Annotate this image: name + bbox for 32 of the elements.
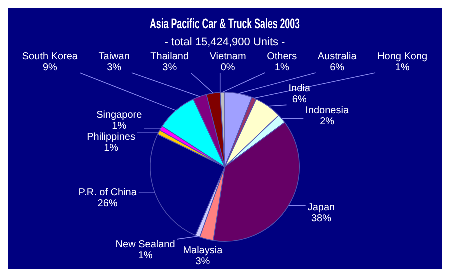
slice-label: Others xyxy=(267,51,298,62)
slice-label: India xyxy=(288,83,311,94)
data-label: 3% xyxy=(107,62,122,74)
slice-label: Malaysia xyxy=(183,245,224,256)
data-label: 1% xyxy=(112,120,127,132)
category-label: Vietnam xyxy=(210,51,246,62)
chart-title: Asia Pacific Car & Truck Sales 2003 xyxy=(150,16,300,32)
data-label: 1% xyxy=(274,62,290,74)
slice-label: Thailand xyxy=(150,51,190,62)
data-label: 3% xyxy=(196,256,210,268)
chart-subtitle: - total 15,424,900 Units - xyxy=(164,36,286,48)
data-label: 1% xyxy=(138,250,153,262)
slice-label: New Sealand xyxy=(116,240,176,251)
data-label: 9% xyxy=(42,62,58,74)
data-label: 2% xyxy=(320,116,335,128)
slice-label: Singapore xyxy=(96,110,143,121)
slice-label: Philippines xyxy=(87,132,136,143)
data-label: 6% xyxy=(330,62,345,74)
data-label: 1% xyxy=(104,142,119,154)
data-label: 3% xyxy=(162,62,178,74)
slice-label: Australia xyxy=(318,51,358,62)
data-label: 38% xyxy=(311,214,332,225)
slice-label: Hong Kong xyxy=(378,51,428,62)
data-label: 26% xyxy=(98,198,118,210)
slice-label: P.R. of China xyxy=(78,188,138,199)
slice-label: South Korea xyxy=(22,51,78,62)
data-label: 1% xyxy=(395,62,410,74)
data-label: 6% xyxy=(292,94,307,106)
text: 0% xyxy=(220,62,236,74)
slice-label: Japan xyxy=(308,202,336,214)
slice-label: Indonesia xyxy=(306,105,350,116)
slice-label: Taiwan xyxy=(98,51,130,62)
